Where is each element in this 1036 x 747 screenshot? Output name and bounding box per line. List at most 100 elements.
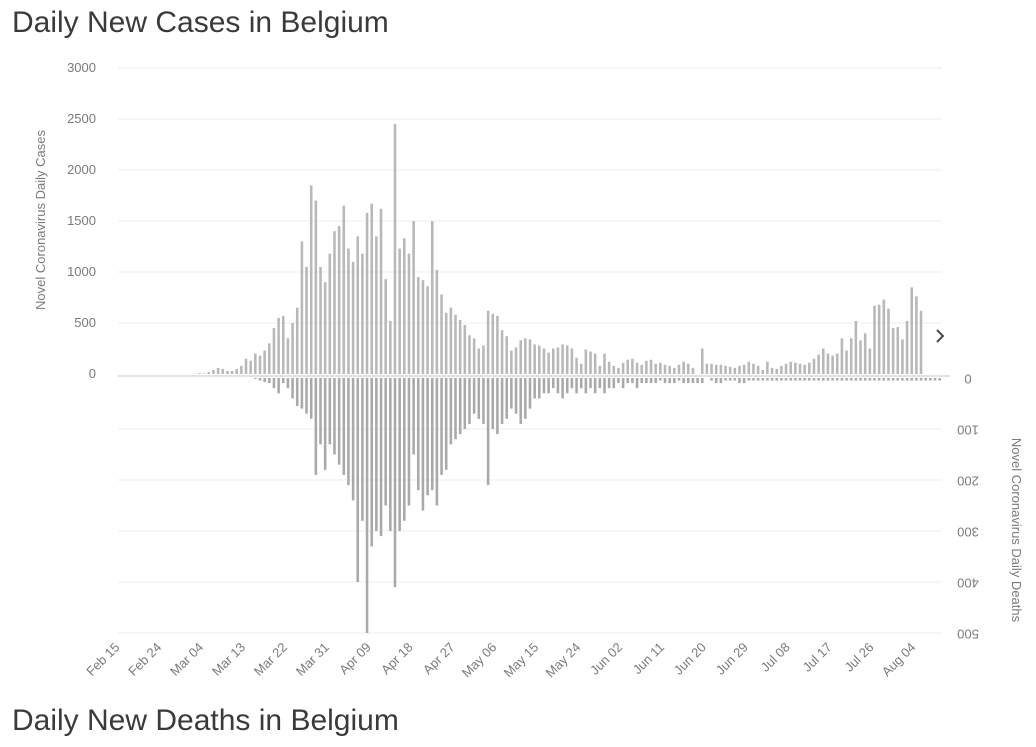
- bar-daily-cases[interactable]: [286, 338, 290, 374]
- bar-daily-deaths[interactable]: [868, 378, 872, 381]
- bar-daily-cases[interactable]: [454, 314, 457, 374]
- bar-daily-deaths[interactable]: [379, 378, 383, 537]
- bar-daily-deaths[interactable]: [361, 378, 364, 521]
- bar-daily-deaths[interactable]: [859, 378, 862, 381]
- bar-daily-cases[interactable]: [728, 366, 732, 374]
- bar-daily-deaths[interactable]: [570, 378, 574, 389]
- bar-daily-cases[interactable]: [375, 236, 378, 374]
- bar-daily-cases[interactable]: [486, 310, 490, 374]
- bar-daily-cases[interactable]: [268, 343, 271, 374]
- bar-daily-deaths[interactable]: [510, 378, 513, 409]
- bar-daily-cases[interactable]: [440, 294, 443, 374]
- bar-daily-cases[interactable]: [905, 320, 909, 374]
- bar-daily-cases[interactable]: [207, 371, 211, 374]
- bar-daily-cases[interactable]: [449, 307, 453, 374]
- bar-daily-cases[interactable]: [514, 347, 518, 374]
- bar-daily-deaths[interactable]: [463, 378, 467, 429]
- bar-daily-deaths[interactable]: [654, 378, 657, 384]
- bar-daily-cases[interactable]: [840, 338, 844, 374]
- bar-daily-deaths[interactable]: [710, 378, 713, 381]
- bar-daily-cases[interactable]: [724, 365, 727, 374]
- bar-daily-deaths[interactable]: [477, 378, 481, 419]
- bar-daily-deaths[interactable]: [933, 378, 937, 381]
- bar-daily-cases[interactable]: [780, 365, 783, 374]
- bar-daily-cases[interactable]: [901, 339, 904, 374]
- bar-daily-cases[interactable]: [365, 212, 369, 374]
- bar-daily-deaths[interactable]: [724, 378, 727, 381]
- bar-daily-deaths[interactable]: [389, 378, 392, 531]
- bar-daily-deaths[interactable]: [752, 378, 755, 381]
- bar-daily-deaths[interactable]: [333, 378, 336, 455]
- bar-daily-cases[interactable]: [230, 370, 234, 374]
- bar-daily-deaths[interactable]: [877, 378, 881, 381]
- bar-daily-deaths[interactable]: [780, 378, 783, 381]
- bar-daily-cases[interactable]: [910, 287, 914, 374]
- bar-daily-deaths[interactable]: [323, 378, 327, 470]
- bar-daily-deaths[interactable]: [812, 378, 816, 381]
- bar-daily-deaths[interactable]: [272, 378, 276, 389]
- bar-daily-cases[interactable]: [710, 363, 713, 374]
- bar-daily-deaths[interactable]: [500, 378, 504, 424]
- bar-daily-deaths[interactable]: [696, 378, 699, 384]
- bar-daily-cases[interactable]: [915, 296, 918, 374]
- bar-daily-cases[interactable]: [584, 349, 588, 374]
- bar-daily-cases[interactable]: [309, 185, 313, 374]
- bar-daily-deaths[interactable]: [309, 378, 313, 419]
- bar-daily-deaths[interactable]: [742, 378, 746, 384]
- bar-daily-deaths[interactable]: [277, 378, 280, 394]
- bar-daily-cases[interactable]: [398, 248, 401, 374]
- bar-daily-deaths[interactable]: [440, 378, 443, 475]
- bar-daily-deaths[interactable]: [421, 378, 425, 511]
- bar-daily-cases[interactable]: [612, 365, 616, 374]
- bar-daily-cases[interactable]: [589, 351, 592, 374]
- bar-daily-cases[interactable]: [393, 124, 397, 374]
- bar-daily-deaths[interactable]: [403, 378, 406, 521]
- bar-daily-cases[interactable]: [682, 361, 685, 374]
- bar-daily-cases[interactable]: [859, 340, 862, 374]
- bar-daily-cases[interactable]: [877, 304, 881, 374]
- bar-daily-cases[interactable]: [295, 307, 299, 374]
- bar-daily-deaths[interactable]: [803, 378, 806, 381]
- bar-daily-cases[interactable]: [626, 359, 630, 374]
- bar-daily-deaths[interactable]: [826, 378, 830, 381]
- bar-daily-cases[interactable]: [458, 319, 462, 374]
- bar-daily-deaths[interactable]: [929, 378, 932, 381]
- bar-daily-deaths[interactable]: [524, 378, 527, 419]
- bar-daily-cases[interactable]: [896, 327, 900, 374]
- bar-daily-cases[interactable]: [668, 365, 671, 374]
- bar-daily-cases[interactable]: [361, 253, 364, 374]
- bar-daily-deaths[interactable]: [412, 378, 415, 455]
- bar-daily-cases[interactable]: [565, 345, 569, 374]
- bar-daily-deaths[interactable]: [328, 378, 332, 445]
- bar-daily-cases[interactable]: [607, 361, 611, 374]
- bar-daily-deaths[interactable]: [407, 378, 411, 506]
- bar-daily-deaths[interactable]: [542, 378, 546, 394]
- bar-daily-cases[interactable]: [347, 248, 350, 374]
- bar-daily-deaths[interactable]: [356, 378, 360, 582]
- bar-daily-cases[interactable]: [868, 348, 872, 375]
- bar-daily-deaths[interactable]: [603, 378, 606, 394]
- bar-daily-deaths[interactable]: [365, 378, 369, 633]
- bar-daily-cases[interactable]: [817, 354, 820, 374]
- bar-daily-deaths[interactable]: [281, 378, 285, 384]
- bar-daily-cases[interactable]: [556, 347, 560, 374]
- bar-daily-cases[interactable]: [421, 280, 425, 374]
- bar-daily-deaths[interactable]: [891, 378, 895, 381]
- bar-daily-cases[interactable]: [775, 368, 779, 374]
- bar-daily-cases[interactable]: [226, 370, 229, 374]
- bar-daily-deaths[interactable]: [659, 378, 662, 381]
- bar-daily-cases[interactable]: [463, 325, 467, 374]
- bar-daily-cases[interactable]: [579, 363, 583, 374]
- bar-daily-deaths[interactable]: [258, 378, 262, 381]
- bar-daily-deaths[interactable]: [496, 378, 499, 435]
- bar-daily-cases[interactable]: [379, 208, 383, 374]
- bar-daily-cases[interactable]: [240, 365, 243, 374]
- bar-daily-deaths[interactable]: [794, 378, 797, 381]
- bar-daily-cases[interactable]: [789, 361, 792, 374]
- bar-daily-deaths[interactable]: [370, 378, 373, 547]
- bar-daily-cases[interactable]: [826, 353, 830, 374]
- bar-daily-deaths[interactable]: [375, 378, 378, 531]
- bar-daily-deaths[interactable]: [351, 378, 355, 501]
- bar-daily-cases[interactable]: [761, 369, 765, 374]
- bar-daily-deaths[interactable]: [915, 378, 918, 381]
